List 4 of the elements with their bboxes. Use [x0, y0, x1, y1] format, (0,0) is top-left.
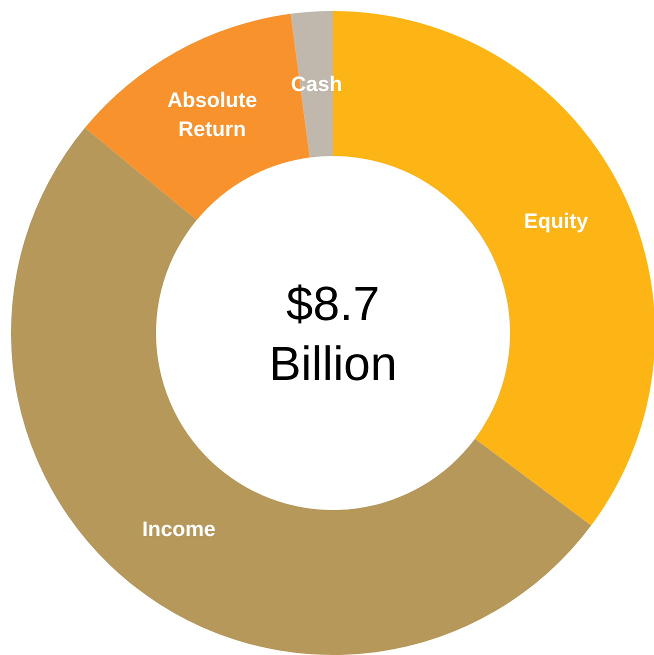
- slice-label: Absolute Return: [167, 89, 258, 142]
- text: $8.7 Billion: [268, 278, 398, 391]
- slice-label: Equity: [524, 210, 588, 234]
- slice-label: Income: [142, 518, 216, 542]
